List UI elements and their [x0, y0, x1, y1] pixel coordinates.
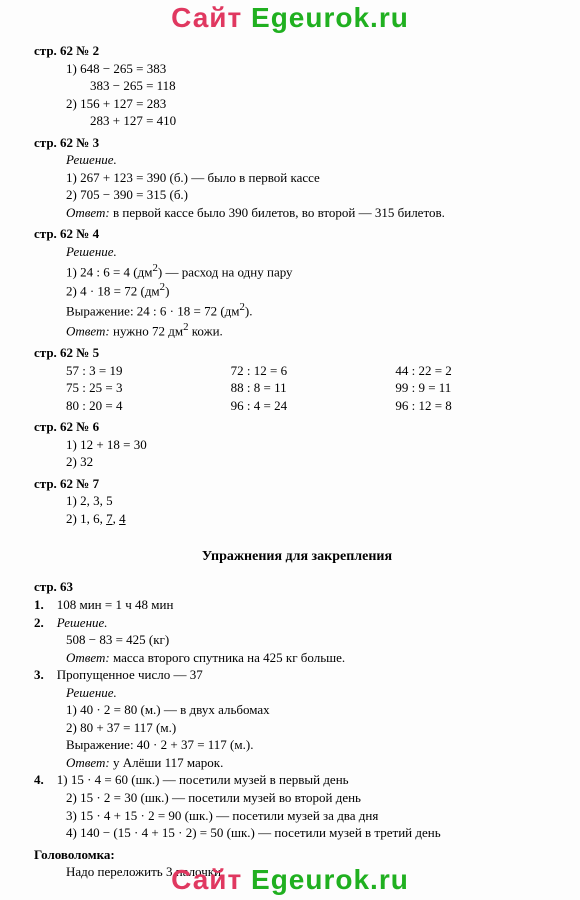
cell: 80 : 20 = 4 — [66, 397, 231, 415]
cell: 99 : 9 = 11 — [395, 379, 560, 397]
p7-line: 2) 1, 6, 7, 4 — [34, 510, 560, 528]
txt: ) — расход на одну пару — [158, 264, 293, 279]
p3-line: 2) 705 − 390 = 315 (б.) — [34, 186, 560, 204]
answer-text: кожи. — [189, 324, 223, 339]
problem-4-header: стр. 62 № 4 — [34, 225, 560, 243]
txt: 1) 15 · 4 = 60 (шк.) — посетили музей в … — [57, 772, 349, 787]
p7-line: 1) 2, 3, 5 — [34, 492, 560, 510]
line: Выражение: 40 · 2 + 37 = 117 (м.). — [34, 736, 560, 754]
num: 3. — [34, 667, 44, 682]
num: 4. — [34, 772, 44, 787]
problem-3-header: стр. 62 № 3 — [34, 134, 560, 152]
num: 2. — [34, 615, 44, 630]
page-63-header: стр. 63 — [34, 578, 560, 596]
answer: Ответ: масса второго спутника на 425 кг … — [34, 649, 560, 667]
line: 2) 80 + 37 = 117 (м.) — [34, 719, 560, 737]
answer-label: Ответ: — [66, 205, 110, 220]
p2-line: 1) 648 − 265 = 383 — [34, 60, 560, 78]
txt: 2) 1, 6, — [66, 511, 106, 526]
answer-text: масса второго спутника на 425 кг больше. — [110, 650, 345, 665]
answer-label: Ответ: — [66, 755, 110, 770]
txt: Выражение: 24 : 6 · 18 = 72 (дм — [66, 304, 240, 319]
section-title: Упражнения для закрепления — [34, 548, 560, 567]
answer-text: в первой кассе было 390 билетов, во втор… — [110, 205, 445, 220]
puzzle-text: Надо переложить 3 палочки. — [34, 863, 560, 881]
p3-line: 1) 267 + 123 = 390 (б.) — было в первой … — [34, 169, 560, 187]
solution-label: Решение. — [57, 615, 108, 630]
p2-line: 383 − 265 = 118 — [34, 77, 560, 95]
txt: ) — [165, 284, 169, 299]
problem-2-header: стр. 62 № 2 — [34, 42, 560, 60]
solution-label: Решение. — [34, 684, 560, 702]
row: 3. Пропущенное число — 37 — [34, 666, 560, 684]
line: 2) 15 · 2 = 30 (шк.) — посетили музей во… — [34, 789, 560, 807]
row: 2. Решение. — [34, 614, 560, 632]
solution-label: Решение. — [34, 243, 560, 261]
puzzle-label: Головоломка: — [34, 846, 560, 864]
txt: 108 мин = 1 ч 48 мин — [57, 597, 174, 612]
cell: 75 : 25 = 3 — [66, 379, 231, 397]
cell: 88 : 8 = 11 — [231, 379, 396, 397]
p6-line: 1) 12 + 18 = 30 — [34, 436, 560, 454]
p6-line: 2) 32 — [34, 453, 560, 471]
p4-line: Выражение: 24 : 6 · 18 = 72 (дм2). — [34, 300, 560, 320]
p4-line: 1) 24 : 6 = 4 (дм2) — расход на одну пар… — [34, 261, 560, 281]
answer: Ответ: у Алёши 117 марок. — [34, 754, 560, 772]
cell: 72 : 12 = 6 — [231, 362, 396, 380]
line: 4) 140 − (15 · 4 + 15 · 2) = 50 (шк.) — … — [34, 824, 560, 842]
answer-text: нужно 72 дм — [110, 324, 183, 339]
p4-line: 2) 4 · 18 = 72 (дм2) — [34, 280, 560, 300]
cell: 96 : 12 = 8 — [395, 397, 560, 415]
p4-answer: Ответ: нужно 72 дм2 кожи. — [34, 320, 560, 340]
cell: 44 : 22 = 2 — [395, 362, 560, 380]
txt: 2) 4 · 18 = 72 (дм — [66, 284, 160, 299]
row: 1. 108 мин = 1 ч 48 мин — [34, 596, 560, 614]
underline: 4 — [119, 511, 126, 526]
solution-label: Решение. — [34, 151, 560, 169]
cell: 57 : 3 = 19 — [66, 362, 231, 380]
answer-label: Ответ: — [66, 650, 110, 665]
problem-7-header: стр. 62 № 7 — [34, 475, 560, 493]
num: 1. — [34, 597, 44, 612]
line: 1) 40 · 2 = 80 (м.) — в двух альбомах — [34, 701, 560, 719]
problem-6-header: стр. 62 № 6 — [34, 418, 560, 436]
page-content: стр. 62 № 2 1) 648 − 265 = 383 383 − 265… — [0, 0, 580, 881]
p2-line: 2) 156 + 127 = 283 — [34, 95, 560, 113]
line: 508 − 83 = 425 (кг) — [34, 631, 560, 649]
txt: 1) 24 : 6 = 4 (дм — [66, 264, 152, 279]
txt: Пропущенное число — 37 — [57, 667, 203, 682]
cell: 96 : 4 = 24 — [231, 397, 396, 415]
row: 4. 1) 15 · 4 = 60 (шк.) — посетили музей… — [34, 771, 560, 789]
line: 3) 15 · 4 + 15 · 2 = 90 (шк.) — посетили… — [34, 807, 560, 825]
txt: ). — [245, 304, 253, 319]
problem-5-header: стр. 62 № 5 — [34, 344, 560, 362]
p2-line: 283 + 127 = 410 — [34, 112, 560, 130]
p5-table: 57 : 3 = 19 75 : 25 = 3 80 : 20 = 4 72 :… — [34, 362, 560, 415]
p3-answer: Ответ: в первой кассе было 390 билетов, … — [34, 204, 560, 222]
answer-text: у Алёши 117 марок. — [110, 755, 224, 770]
answer-label: Ответ: — [66, 324, 110, 339]
